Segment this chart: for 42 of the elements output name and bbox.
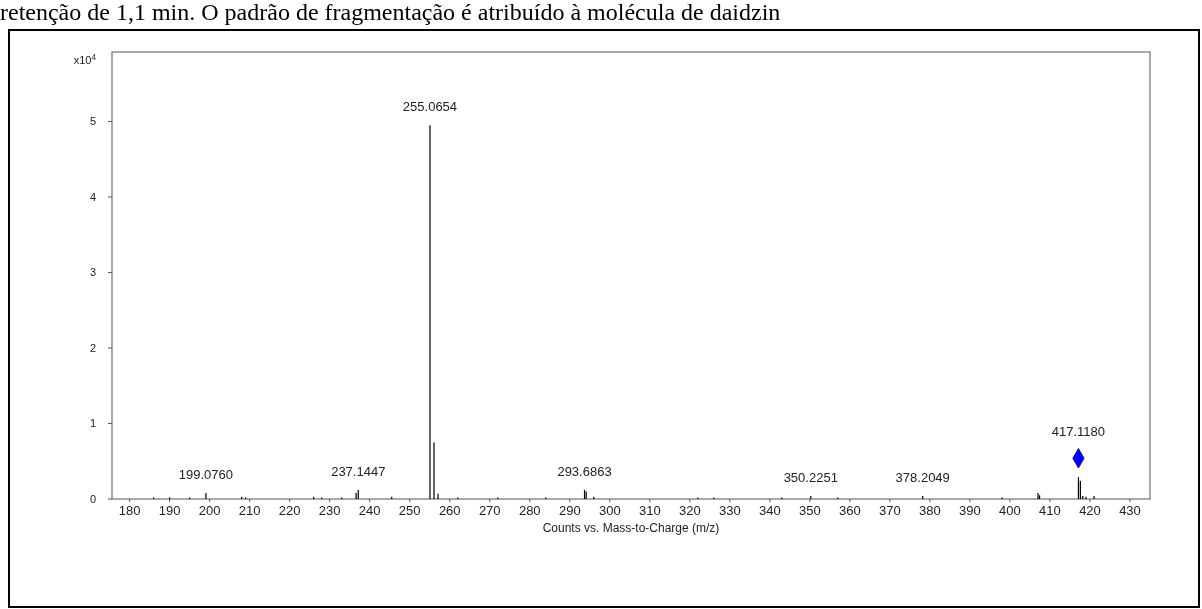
annotation: 350.2251 xyxy=(783,469,838,485)
y-tick-label: 2 xyxy=(89,341,96,354)
x-tick-label: 400 xyxy=(999,503,1021,518)
x-tick-label: 330 xyxy=(718,503,741,518)
x-tick-label: 340 xyxy=(759,503,781,518)
y-tick-label: 0 xyxy=(89,493,96,505)
x-tick-label: 430 xyxy=(1119,503,1141,518)
x-tick-label: 280 xyxy=(518,503,541,518)
y-axis-title: x10$^{4}$ xyxy=(73,52,97,66)
annotation: 378.2049 xyxy=(895,469,950,485)
annotation: 417.1180 xyxy=(1051,424,1106,440)
x-tick-label: 270 xyxy=(478,503,501,518)
x-axis-title: Counts vs. Mass-to-Charge (m/z) xyxy=(542,521,720,535)
x-tick-label: 260 xyxy=(438,503,461,518)
x-tick-label: 390 xyxy=(959,503,981,518)
y-tick-label: 1 xyxy=(89,417,96,430)
x-tick-label: 410 xyxy=(1039,503,1061,518)
x-tick-label: 230 xyxy=(318,503,341,518)
annotation: 293.6863 xyxy=(557,463,612,479)
x-tick-label: 320 xyxy=(678,503,701,518)
annotation: 237.1447 xyxy=(331,463,386,479)
x-tick-label: 300 xyxy=(598,503,621,518)
chart-title: retenção de 1,1 min. O padrão de fragmentação é atribuído à molécula de daidzin xyxy=(0,0,781,25)
y-tick-label: 4 xyxy=(89,190,96,203)
x-tick-label: 350 xyxy=(799,503,821,518)
x-tick-label: 200 xyxy=(198,503,221,518)
annotation: 199.0760 xyxy=(178,466,234,482)
x-tick-label: 220 xyxy=(278,503,301,518)
y-tick-label: 5 xyxy=(89,115,96,128)
x-tick-label: 360 xyxy=(839,503,861,518)
x-tick-label: 180 xyxy=(118,503,141,518)
x-tick-label: 310 xyxy=(638,503,661,518)
x-tick-label: 420 xyxy=(1079,503,1101,518)
annotation: 255.0654 xyxy=(402,99,458,115)
y-tick-label: 3 xyxy=(89,266,96,279)
x-tick-label: 210 xyxy=(238,503,261,518)
x-tick-label: 240 xyxy=(358,503,381,518)
x-tick-label: 380 xyxy=(919,503,941,518)
x-tick-label: 190 xyxy=(158,503,181,518)
x-tick-label: 250 xyxy=(398,503,421,518)
x-tick-label: 370 xyxy=(879,503,901,518)
x-tick-label: 290 xyxy=(558,503,581,518)
